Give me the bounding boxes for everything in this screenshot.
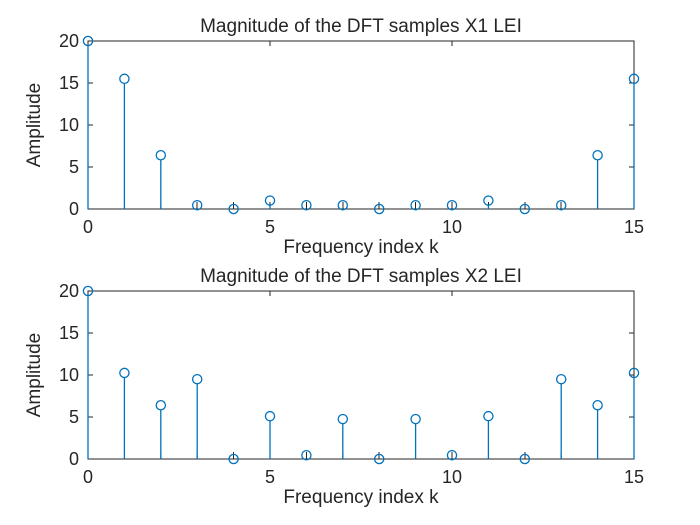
x-tick-label: 15 (624, 467, 644, 487)
stem-marker (410, 199, 421, 211)
plot-x1-stems (82, 35, 640, 215)
plot-x2-stems (82, 285, 640, 465)
plot-x1-xlabel: Frequency index k (283, 237, 439, 258)
stem-marker (373, 453, 385, 465)
x-tick-label: 5 (265, 467, 275, 487)
stem-marker (228, 203, 239, 215)
stem-marker (337, 199, 349, 211)
y-tick-label: 20 (59, 31, 79, 51)
stem-marker (337, 413, 349, 425)
x-tick-label: 15 (624, 217, 644, 237)
stem-marker (592, 149, 603, 161)
stem-marker (191, 199, 203, 211)
x-tick-label: 10 (442, 467, 462, 487)
stem-marker (82, 285, 94, 297)
stem-marker (155, 149, 167, 161)
stem-marker (82, 35, 94, 47)
stem-marker (155, 399, 167, 411)
stem-marker (519, 203, 531, 215)
y-tick-label: 5 (69, 407, 79, 427)
y-tick-label: 15 (59, 323, 79, 343)
stem-marker (519, 453, 531, 465)
plot-x2: 0 5 10 15 0 5 10 15 20 Magnitude of the DFT samp… (24, 266, 644, 508)
stem-marker (483, 410, 494, 422)
plot-x1-ylabel: Amplitude (24, 83, 45, 168)
y-tick-label: 10 (59, 365, 79, 385)
stem-marker (301, 449, 312, 461)
stem-marker (555, 373, 567, 385)
stem-marker (264, 410, 276, 422)
y-tick-label: 15 (59, 73, 79, 93)
x-tick-label: 0 (83, 217, 93, 237)
stem-marker (592, 399, 603, 411)
stem-marker (119, 73, 130, 85)
plot-x2-ylabel: Amplitude (24, 333, 45, 418)
stem-marker (628, 73, 640, 85)
stem-marker (191, 373, 203, 385)
stem-marker (483, 195, 494, 206)
plot-x1-title: Magnitude of the DFT samples X1 LEI (200, 16, 522, 37)
y-tick-label: 20 (59, 281, 79, 301)
y-tick-label: 0 (69, 199, 79, 219)
plot-x2-title: Magnitude of the DFT samples X2 LEI (200, 266, 522, 287)
axes-box (87, 40, 635, 210)
axes-box (87, 290, 635, 460)
x-tick-label: 10 (442, 217, 462, 237)
stem-marker (228, 453, 239, 465)
x-tick-label: 0 (83, 467, 93, 487)
stem-marker (410, 413, 421, 425)
y-tick-label: 10 (59, 115, 79, 135)
stem-marker (119, 367, 130, 379)
stem-marker (373, 203, 385, 215)
stem-marker (301, 199, 312, 211)
stem-marker (446, 199, 458, 211)
y-tick-label: 0 (69, 449, 79, 469)
stem-marker (628, 367, 640, 379)
y-tick-label: 5 (69, 157, 79, 177)
stem-marker (446, 449, 458, 461)
x-tick-label: 5 (265, 217, 275, 237)
plot-x2-axes: 0 5 10 15 0 5 10 15 20 (59, 281, 644, 487)
plot-x2-xlabel: Frequency index k (283, 487, 439, 508)
stem-marker (264, 195, 276, 206)
stem-marker (555, 199, 567, 211)
plot-x1: 0 5 10 15 0 5 10 15 20 Magnitude of the DFT samp… (24, 16, 644, 258)
